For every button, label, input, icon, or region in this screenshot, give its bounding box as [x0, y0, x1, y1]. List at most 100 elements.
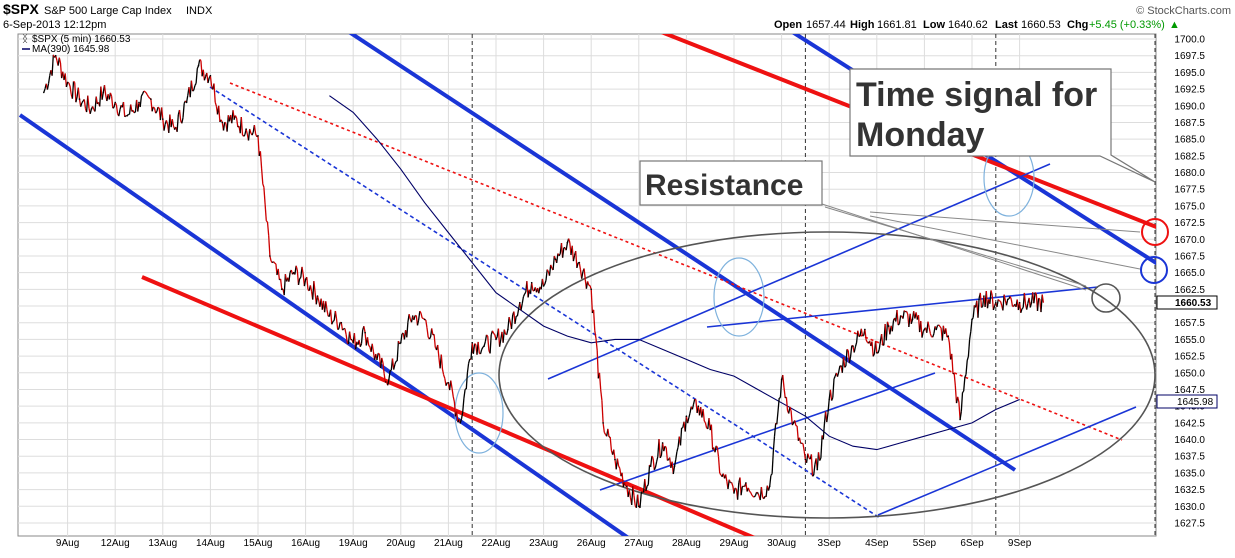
x-tick-label: 15Aug	[244, 538, 273, 549]
price-segment	[752, 495, 753, 496]
price-segment	[390, 370, 391, 371]
chg-label: Chg	[1067, 19, 1088, 31]
y-tick-label: 1687.5	[1174, 118, 1205, 129]
open-value: 1657.44	[806, 19, 846, 31]
price-point	[519, 302, 521, 304]
x-tick-label: 23Aug	[529, 538, 558, 549]
price-point	[1019, 302, 1021, 304]
price-segment	[754, 496, 755, 497]
price-segment	[883, 344, 884, 345]
price-point	[43, 92, 45, 94]
price-point	[114, 102, 116, 104]
x-tick-label: 20Aug	[386, 538, 415, 549]
price-segment	[145, 92, 146, 93]
x-tick-label: 9Sep	[1008, 538, 1032, 549]
price-point	[817, 469, 819, 471]
y-tick-label: 1640.0	[1174, 435, 1205, 446]
price-segment	[647, 485, 648, 486]
price-segment	[369, 346, 370, 347]
price-point	[269, 255, 271, 257]
y-tick-label: 1682.5	[1174, 151, 1205, 162]
x-tick-label: 14Aug	[196, 538, 225, 549]
price-segment	[266, 221, 267, 222]
chart-header: $SPX S&P 500 Large Cap Index INDX 6-Sep-…	[3, 1, 1231, 31]
y-tick-label: 1632.5	[1174, 485, 1205, 496]
price-segment	[158, 107, 159, 108]
price-segment	[735, 488, 736, 489]
price-point	[733, 492, 735, 494]
exchange: INDX	[186, 5, 213, 17]
price-point	[352, 342, 354, 344]
y-tick-label: 1642.5	[1174, 418, 1205, 429]
price-segment	[847, 349, 848, 350]
price-segment	[1039, 298, 1040, 299]
y-tick-label: 1627.5	[1174, 519, 1205, 530]
price-point	[924, 329, 926, 331]
y-tick-label: 1695.0	[1174, 68, 1205, 79]
price-point	[162, 118, 164, 120]
last-label: Last	[995, 19, 1018, 31]
price-point	[888, 325, 890, 327]
price-segment	[999, 301, 1000, 302]
price-point	[900, 315, 902, 317]
price-segment	[1022, 308, 1023, 309]
price-point	[126, 115, 128, 117]
y-tick-label: 1650.0	[1174, 368, 1205, 379]
price-point	[424, 319, 426, 321]
y-tick-label: 1680.0	[1174, 168, 1205, 179]
price-segment	[378, 353, 379, 354]
price-segment	[200, 60, 201, 61]
price-point	[436, 349, 438, 351]
price-point	[67, 82, 69, 84]
y-tick-label: 1700.0	[1174, 35, 1205, 46]
y-tick-label: 1665.0	[1174, 268, 1205, 279]
price-point	[721, 476, 723, 478]
price-point	[531, 282, 533, 284]
price-segment	[338, 329, 339, 330]
price-point	[852, 345, 854, 347]
y-tick-label: 1647.5	[1174, 385, 1205, 396]
price-segment	[193, 90, 194, 91]
y-tick-label: 1657.5	[1174, 318, 1205, 329]
symbol: $SPX	[3, 1, 39, 17]
price-point	[638, 506, 640, 508]
last-price-badge-text: 1660.53	[1175, 298, 1212, 309]
price-point	[471, 342, 473, 344]
price-point	[579, 262, 581, 264]
price-point	[709, 429, 711, 431]
x-tick-label: 22Aug	[482, 538, 511, 549]
price-point	[91, 108, 93, 110]
copyright: © StockCharts.com	[1136, 5, 1231, 17]
y-tick-label: 1697.5	[1174, 51, 1205, 62]
chg-up-arrow-icon: ▲	[1169, 19, 1180, 31]
price-segment	[998, 300, 999, 301]
price-point	[210, 75, 212, 77]
price-segment	[859, 336, 860, 337]
price-point	[614, 459, 616, 461]
y-tick-label: 1662.5	[1174, 285, 1205, 296]
y-axis: 1627.51630.01632.51635.01637.51640.01642…	[1174, 35, 1205, 530]
x-tick-label: 16Aug	[291, 538, 320, 549]
price-point	[376, 359, 378, 361]
price-point	[245, 128, 247, 130]
chg-value: +5.45 (+0.33%)	[1089, 19, 1165, 31]
price-point	[400, 342, 402, 344]
price-point	[507, 329, 509, 331]
last-value: 1660.53	[1021, 19, 1061, 31]
price-point	[555, 259, 557, 261]
price-segment	[134, 112, 135, 113]
y-tick-label: 1690.0	[1174, 101, 1205, 112]
y-tick-label: 1672.5	[1174, 218, 1205, 229]
last-price-badge: 1660.53	[1157, 296, 1217, 309]
price-segment	[275, 263, 276, 264]
chart-date: 6-Sep-2013 12:12pm	[3, 19, 106, 31]
ma-badge-text: 1645.98	[1177, 397, 1214, 408]
price-point	[828, 399, 830, 401]
resistance-label: Resistance	[645, 169, 803, 202]
price-point	[150, 98, 152, 100]
price-point	[281, 289, 283, 291]
price-segment	[333, 321, 334, 322]
